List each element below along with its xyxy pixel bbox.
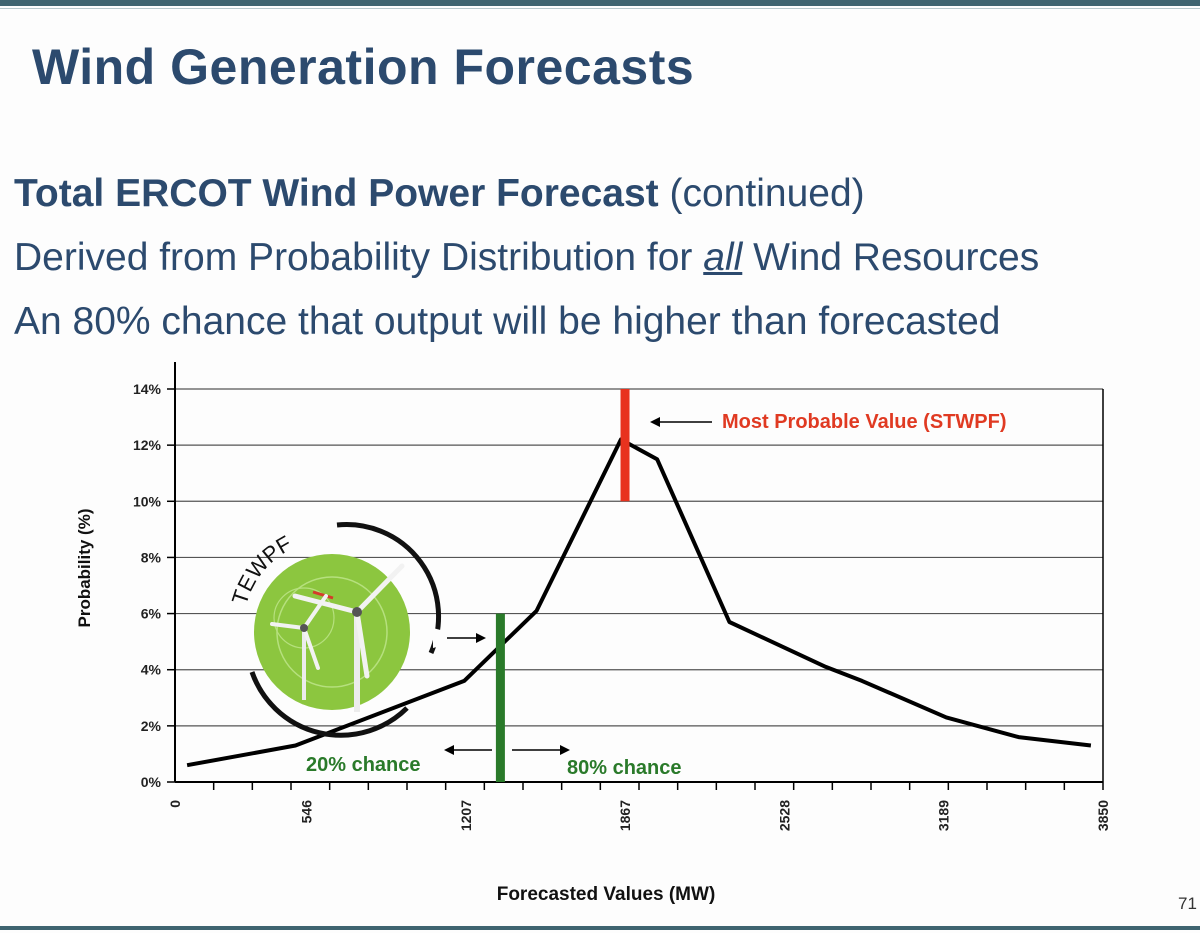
x-tick-label: 0 xyxy=(167,800,183,808)
x-tick-label: 2528 xyxy=(776,800,792,831)
y-tick-labels: 0% 2% 4% 6% 8% 10% 12% 14% xyxy=(133,381,162,790)
distribution-curve xyxy=(186,437,1092,768)
chance-annotations: 20% chance 80% chance xyxy=(306,745,682,779)
y-tick-label: 2% xyxy=(141,718,162,734)
subtitle-bold: Total ERCOT Wind Power Forecast xyxy=(14,172,659,215)
x-tick-label: 3189 xyxy=(936,800,952,831)
logo-arc-lower xyxy=(249,671,409,738)
y-tick-label: 10% xyxy=(133,493,162,509)
probability-chart: 0% 2% 4% 6% 8% 10% 12% 14% 0 546 1207 1867 2528 3189… xyxy=(75,362,1111,905)
bullet-derived-pre: Derived from Probability Distribution fo… xyxy=(14,236,704,279)
bullet-derived: Derived from Probability Distribution fo… xyxy=(14,236,1039,280)
page-number: 71 xyxy=(1178,894,1197,913)
y-tick-label: 4% xyxy=(141,662,162,678)
x-tick-label: 1207 xyxy=(458,800,474,831)
x-minor-ticks xyxy=(212,782,1104,790)
slide-title: Wind Generation Forecasts xyxy=(32,39,695,95)
bullet-eighty-percent: An 80% chance that output will be higher… xyxy=(14,300,1001,343)
top-rule xyxy=(0,0,1200,6)
most-probable-arrowhead xyxy=(650,417,660,427)
logo-arc-upper xyxy=(336,522,442,654)
tewpf-logo: TEWPF xyxy=(227,522,486,738)
most-probable-annotation: Most Probable Value (STWPF) xyxy=(650,411,1006,433)
y-tick-label: 14% xyxy=(133,381,162,397)
wind-turbine-icon xyxy=(292,563,405,712)
left-arrowhead xyxy=(444,745,454,755)
x-tick-label: 546 xyxy=(299,800,315,824)
y-tick-label: 8% xyxy=(141,549,162,565)
bottom-rule xyxy=(0,926,1200,930)
right-arrowhead xyxy=(560,745,570,755)
x-tick-labels: 0 546 1207 1867 2528 3189 3850 xyxy=(167,800,1111,831)
bullet-derived-post: Wind Resources xyxy=(742,236,1040,279)
most-probable-label: Most Probable Value (STWPF) xyxy=(722,411,1006,433)
y-tick-label: 12% xyxy=(133,437,162,453)
twenty-percent-label: 20% chance xyxy=(306,754,421,776)
y-tick-label: 6% xyxy=(141,606,162,622)
y-tick-label: 0% xyxy=(141,774,162,790)
bullet-derived-emphasis: all xyxy=(703,236,743,279)
subtitle-line: Total ERCOT Wind Power Forecast (continu… xyxy=(14,172,865,216)
wind-turbine-icon-small xyxy=(270,594,328,700)
subtitle-rest: (continued) xyxy=(658,172,865,215)
x-axis-label: Forecasted Values (MW) xyxy=(497,884,716,905)
eighty-percent-label: 80% chance xyxy=(567,757,682,779)
top-rule-thin xyxy=(0,8,1200,9)
y-axis-label: Probability (%) xyxy=(75,508,94,627)
x-tick-label: 1867 xyxy=(617,800,633,831)
x-tick-label: 3850 xyxy=(1095,800,1111,831)
logo-arrowhead xyxy=(476,633,486,643)
